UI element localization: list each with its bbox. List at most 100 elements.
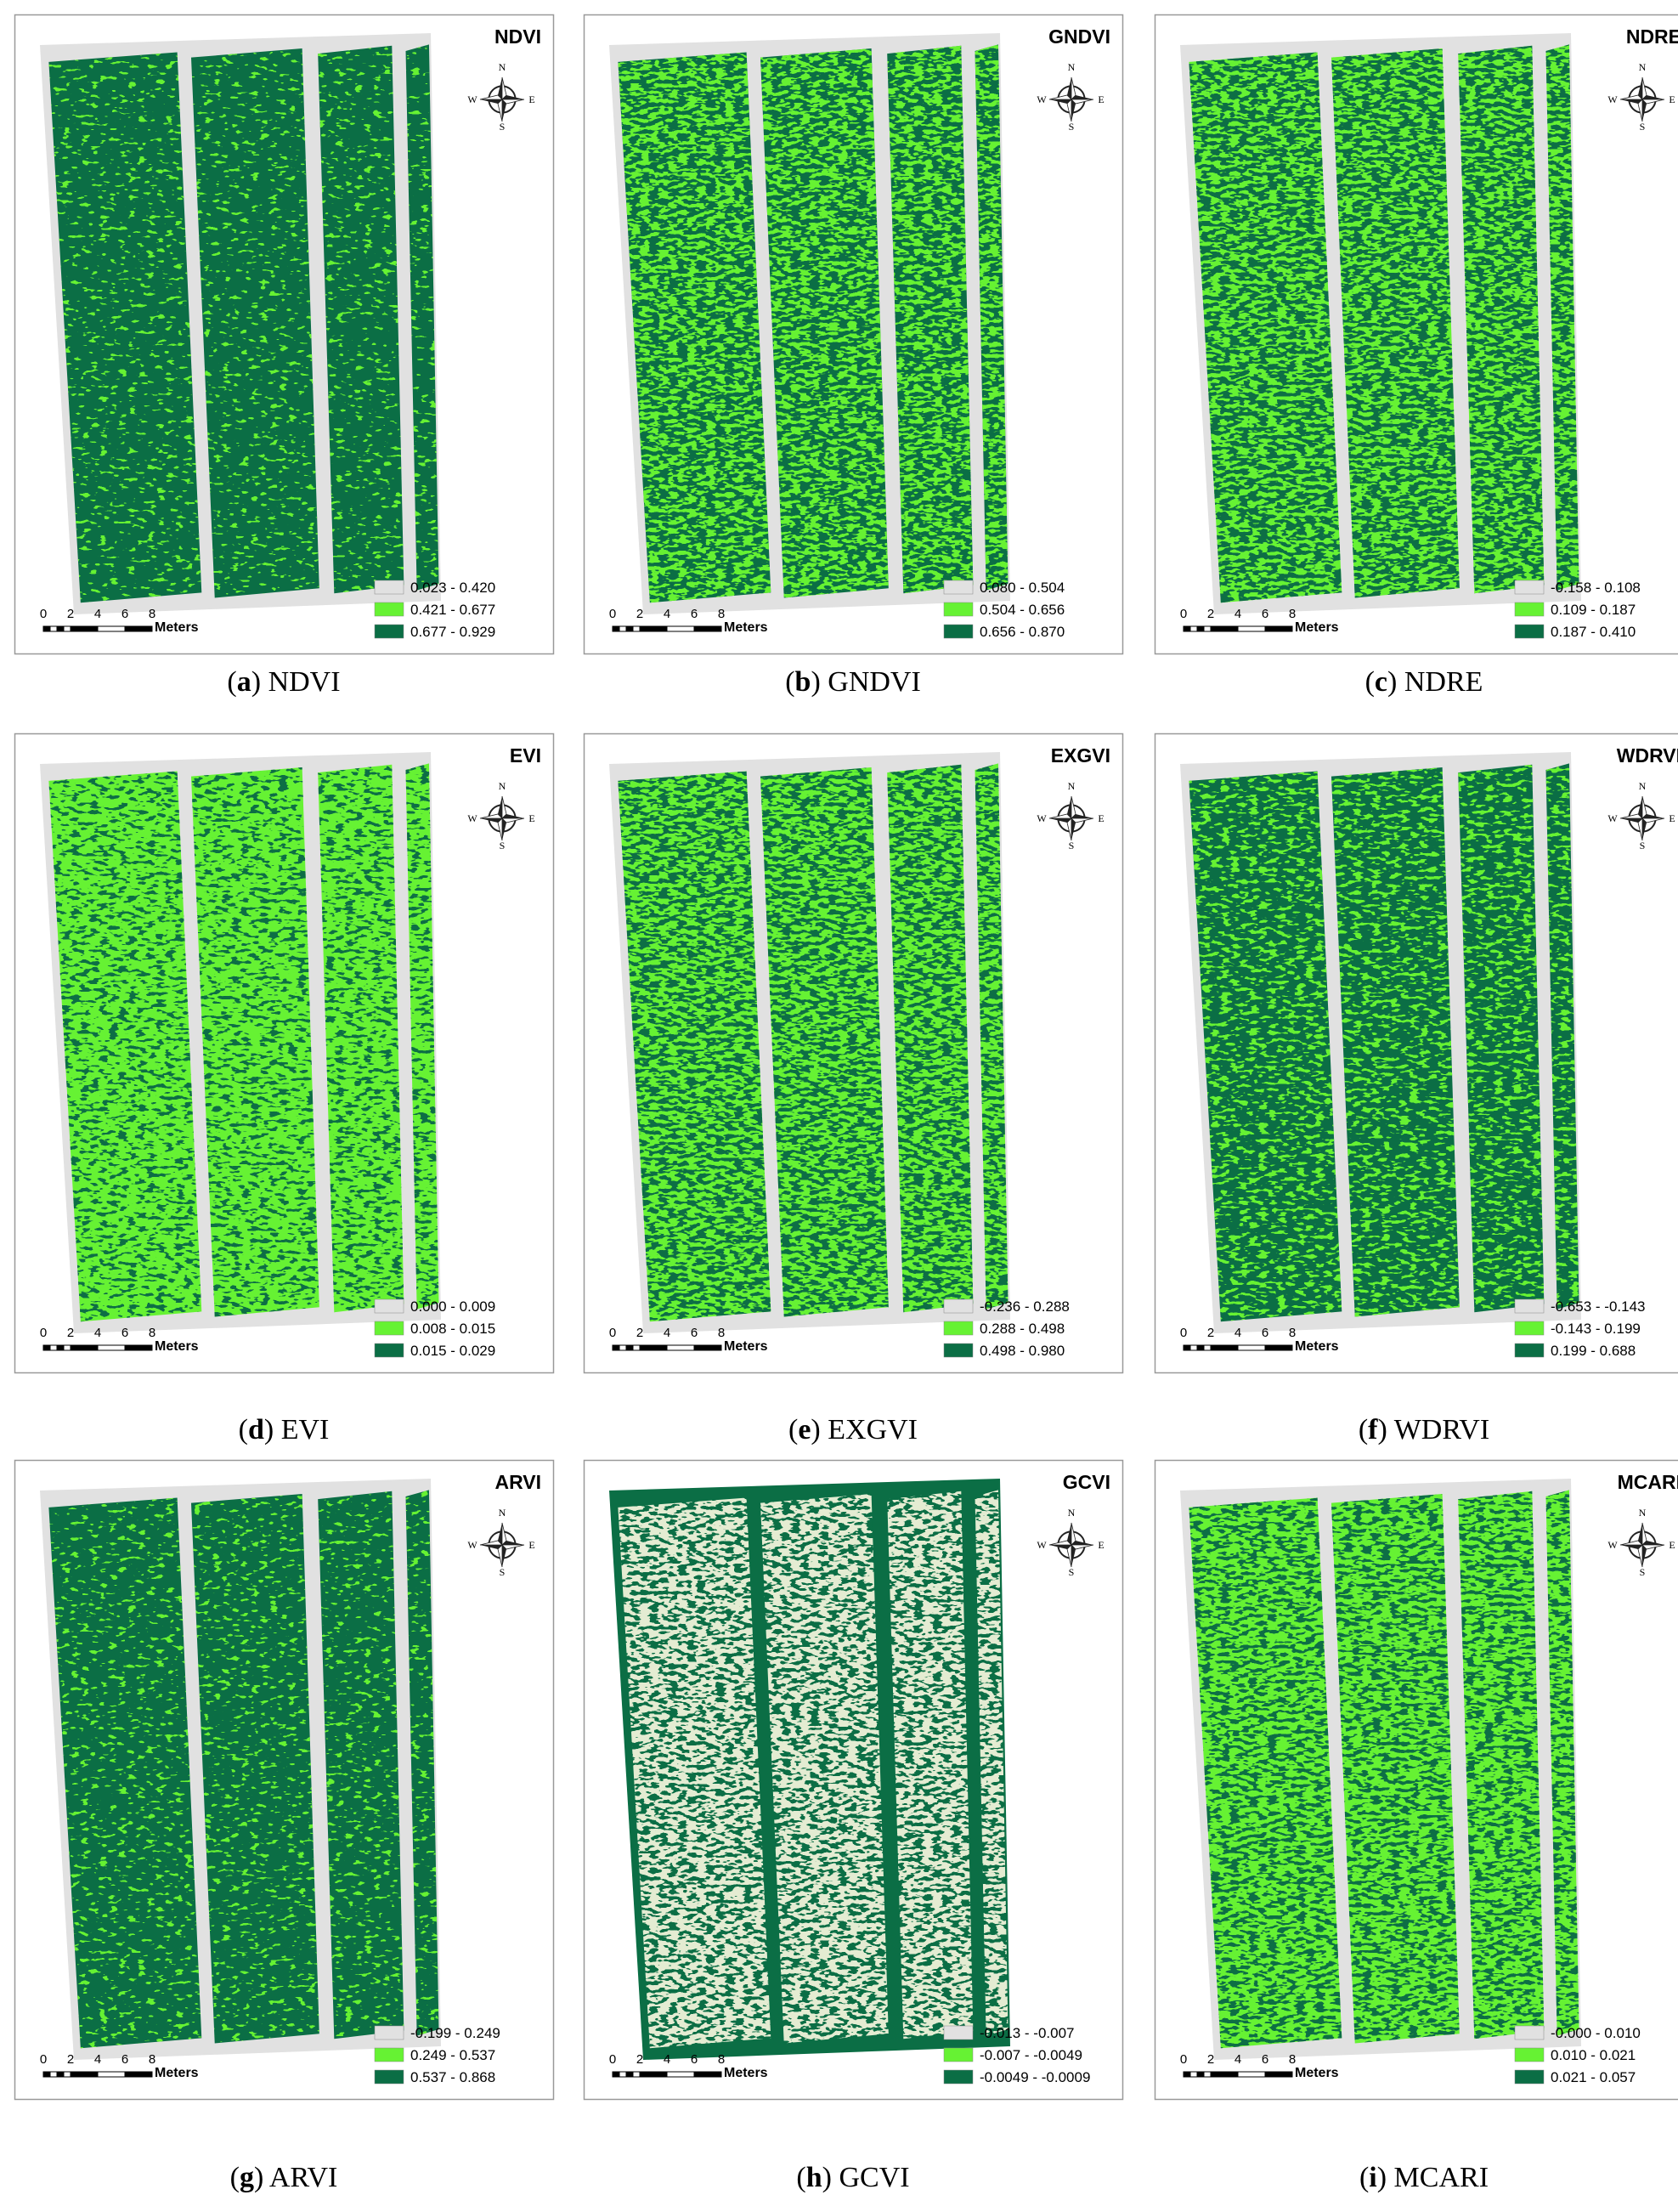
compass-star-inner bbox=[1048, 76, 1094, 122]
scale-label: 2 bbox=[67, 2052, 74, 2067]
scale-label: 2 bbox=[1207, 607, 1214, 621]
scale-label: 2 bbox=[1207, 2052, 1214, 2067]
compass-rose: N S E W bbox=[1037, 61, 1104, 133]
scale-label: 0 bbox=[1180, 607, 1187, 621]
crop-strips bbox=[48, 1490, 439, 2049]
caption: (a) NDVI bbox=[227, 666, 340, 698]
legend-swatch bbox=[943, 2025, 974, 2040]
compass-letter: N bbox=[499, 1507, 506, 1519]
compass-star-inner bbox=[1619, 1522, 1665, 1568]
map-panel: WDRVI N S E W -0.653 - -0.143 -0.143 - 0.199 0.… bbox=[1154, 733, 1678, 1374]
scale-unit: Meters bbox=[155, 1339, 199, 1354]
scale-bar-segment bbox=[639, 625, 668, 632]
strip-texture bbox=[618, 763, 1008, 1322]
map-title: NDRE bbox=[1626, 25, 1678, 48]
compass-letter: E bbox=[1098, 812, 1104, 824]
compass-star-inner bbox=[479, 795, 525, 841]
strip-texture bbox=[48, 763, 439, 1322]
scale-bar-segment bbox=[97, 1344, 126, 1351]
map-panel: GNDVI N S E W 0.080 - 0.504 0.504 - 0.656 0.656… bbox=[583, 14, 1124, 655]
scale-label: 6 bbox=[691, 1326, 698, 1340]
scale-bar-segment bbox=[693, 1344, 722, 1351]
caption: (e) EXGVI bbox=[788, 1414, 918, 1445]
legend-swatch bbox=[943, 580, 974, 595]
scale-bar-segment bbox=[639, 1344, 668, 1351]
scale-bar-segment bbox=[693, 2071, 722, 2078]
scale-label: 6 bbox=[121, 607, 128, 621]
scale-label: 2 bbox=[1207, 1326, 1214, 1340]
scale-bar-segment bbox=[1210, 1344, 1239, 1351]
compass-letter: N bbox=[499, 61, 506, 73]
scale-label: 4 bbox=[94, 1326, 101, 1340]
scale-label: 6 bbox=[1262, 2052, 1268, 2067]
compass-rose: N S E W bbox=[1037, 780, 1104, 851]
legend-swatch bbox=[374, 1321, 404, 1336]
compass-star-inner bbox=[1048, 1522, 1094, 1568]
legend-label: 0.498 - 0.980 bbox=[980, 1343, 1065, 1359]
legend-label: 0.504 - 0.656 bbox=[980, 602, 1065, 618]
scale-bar-segment bbox=[1203, 625, 1212, 632]
scale-bar-segment bbox=[1189, 2071, 1198, 2078]
scale-bar-segment bbox=[1210, 625, 1239, 632]
scale-label: 6 bbox=[121, 2052, 128, 2067]
legend-label: 0.677 - 0.929 bbox=[410, 624, 495, 640]
legend-swatch bbox=[1514, 602, 1545, 617]
scale-bar-segment bbox=[49, 625, 58, 632]
scale-label: 8 bbox=[149, 2052, 155, 2067]
scale-unit: Meters bbox=[1295, 2066, 1339, 2080]
strip-texture bbox=[1189, 44, 1579, 603]
scale-bar-segment bbox=[70, 625, 99, 632]
scale-bar-segment bbox=[42, 625, 51, 632]
compass-rose: N S E W bbox=[1607, 1507, 1675, 1578]
scale-label: 2 bbox=[67, 607, 74, 621]
legend-label: 0.537 - 0.868 bbox=[410, 2069, 495, 2085]
legend-label: -0.236 - 0.288 bbox=[980, 1298, 1070, 1315]
crop-strips bbox=[618, 763, 1008, 1322]
scale-bar-segment bbox=[625, 2071, 634, 2078]
legend-swatch bbox=[1514, 1321, 1545, 1336]
compass-rose: N S E W bbox=[467, 61, 534, 133]
scale-bar-segment bbox=[1203, 1344, 1212, 1351]
strip-texture bbox=[618, 1490, 1008, 2049]
scale-bar-segment bbox=[97, 625, 126, 632]
scale-unit: Meters bbox=[1295, 1339, 1339, 1354]
strip-texture bbox=[618, 44, 1008, 603]
scale-bar-segment bbox=[1264, 2071, 1293, 2078]
legend-swatch bbox=[943, 2047, 974, 2062]
scale-bar-segment bbox=[619, 625, 627, 632]
scale-label: 6 bbox=[121, 1326, 128, 1340]
compass-letter: S bbox=[1640, 1566, 1646, 1578]
scale-label: 4 bbox=[1234, 2052, 1241, 2067]
compass-rose: N S E W bbox=[1607, 780, 1675, 851]
caption: (h) GCVI bbox=[796, 2162, 909, 2193]
legend-swatch bbox=[374, 1343, 404, 1358]
compass-rose: N S E W bbox=[467, 1507, 534, 1578]
scale-label: 0 bbox=[40, 607, 47, 621]
scale-bar-segment bbox=[1264, 1344, 1293, 1351]
scale-label: 0 bbox=[609, 2052, 616, 2067]
scale-bar-segment bbox=[70, 1344, 99, 1351]
compass-star-inner bbox=[1619, 76, 1665, 122]
map-panel: GCVI N S E W -0.013 - -0.007 -0.007 - -0.0049 -… bbox=[583, 1459, 1124, 2101]
map-title: NDVI bbox=[494, 25, 541, 48]
scale-label: 8 bbox=[718, 607, 725, 621]
scale-bar-segment bbox=[63, 1344, 71, 1351]
legend-label: -0.000 - 0.010 bbox=[1551, 2025, 1641, 2041]
scale-bar-segment bbox=[1189, 1344, 1198, 1351]
legend-swatch bbox=[374, 624, 404, 639]
legend-label: 0.199 - 0.688 bbox=[1551, 1343, 1636, 1359]
scale-label: 2 bbox=[636, 607, 643, 621]
scale-bar-segment bbox=[666, 625, 695, 632]
map-title: EVI bbox=[510, 744, 541, 767]
caption: (b) GNDVI bbox=[785, 666, 921, 698]
map-panel: MCARI N S E W -0.000 - 0.010 0.010 - 0.021 0.02… bbox=[1154, 1459, 1678, 2101]
caption: (g) ARVI bbox=[230, 2162, 338, 2193]
scale-bar-segment bbox=[1183, 625, 1191, 632]
scale-unit: Meters bbox=[724, 620, 768, 635]
map-title: ARVI bbox=[494, 1471, 541, 1493]
legend-swatch bbox=[943, 1321, 974, 1336]
scale-label: 8 bbox=[149, 607, 155, 621]
caption: (c) NDRE bbox=[1365, 666, 1483, 698]
legend-label: 0.109 - 0.187 bbox=[1551, 602, 1636, 618]
